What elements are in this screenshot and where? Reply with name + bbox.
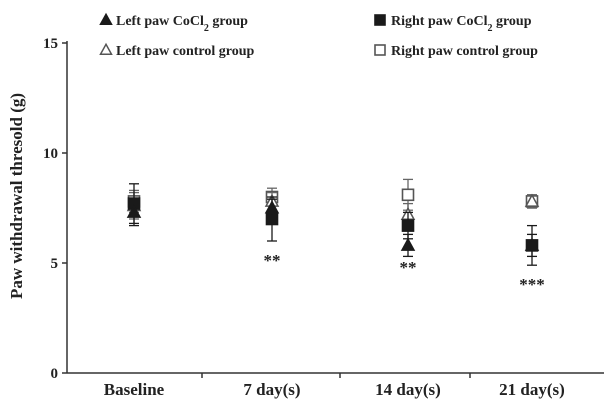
x-tick-label: 7 day(s) [243, 380, 300, 399]
legend-item: Left paw control group [99, 42, 255, 59]
data-point-open-triangle [524, 193, 540, 207]
x-tick-label: 21 day(s) [499, 380, 565, 399]
x-tick-label: 14 day(s) [375, 380, 441, 399]
data-point-open-square [401, 188, 415, 202]
significance-label: ** [264, 251, 281, 270]
legend-marker-open-triangle [99, 42, 113, 56]
data-points [126, 178, 540, 266]
data-point-filled-triangle [524, 237, 540, 251]
axes: 0 5 10 15 Baseline 7 day(s) 14 day(s) 21 day(s) [43, 36, 604, 399]
x-tick-label: Baseline [104, 380, 165, 399]
legend-item: Right paw CoCl2 group [374, 14, 532, 34]
legend-label: Left paw CoCl2 group [116, 14, 248, 34]
legend-item: Right paw control group [374, 44, 538, 59]
y-tick-label: 5 [51, 256, 59, 272]
y-tick-label: 10 [43, 146, 58, 162]
data-point-filled-triangle [400, 237, 416, 251]
legend-marker-filled-triangle [99, 12, 113, 26]
data-point-filled-triangle [126, 204, 142, 218]
significance-label: ** [400, 258, 417, 277]
y-axis-label: Paw withdrawal thresold (g) [7, 93, 26, 299]
significance-label: *** [519, 275, 545, 294]
legend-marker-filled-square [374, 14, 386, 26]
legend-marker-open-square [374, 44, 386, 56]
legend-label: Right paw CoCl2 group [391, 14, 532, 34]
data-point-filled-square [401, 219, 415, 232]
significance-markers: ** ***** [264, 251, 545, 294]
legend: Left paw CoCl2 group Right paw CoCl2 grou… [99, 12, 538, 59]
legend-label: Right paw control group [391, 44, 538, 59]
data-point-filled-triangle [264, 200, 280, 214]
y-tick-label: 0 [51, 366, 59, 382]
legend-item: Left paw CoCl2 group [99, 12, 248, 34]
legend-label: Left paw control group [116, 44, 255, 59]
y-tick-label: 15 [43, 36, 58, 52]
